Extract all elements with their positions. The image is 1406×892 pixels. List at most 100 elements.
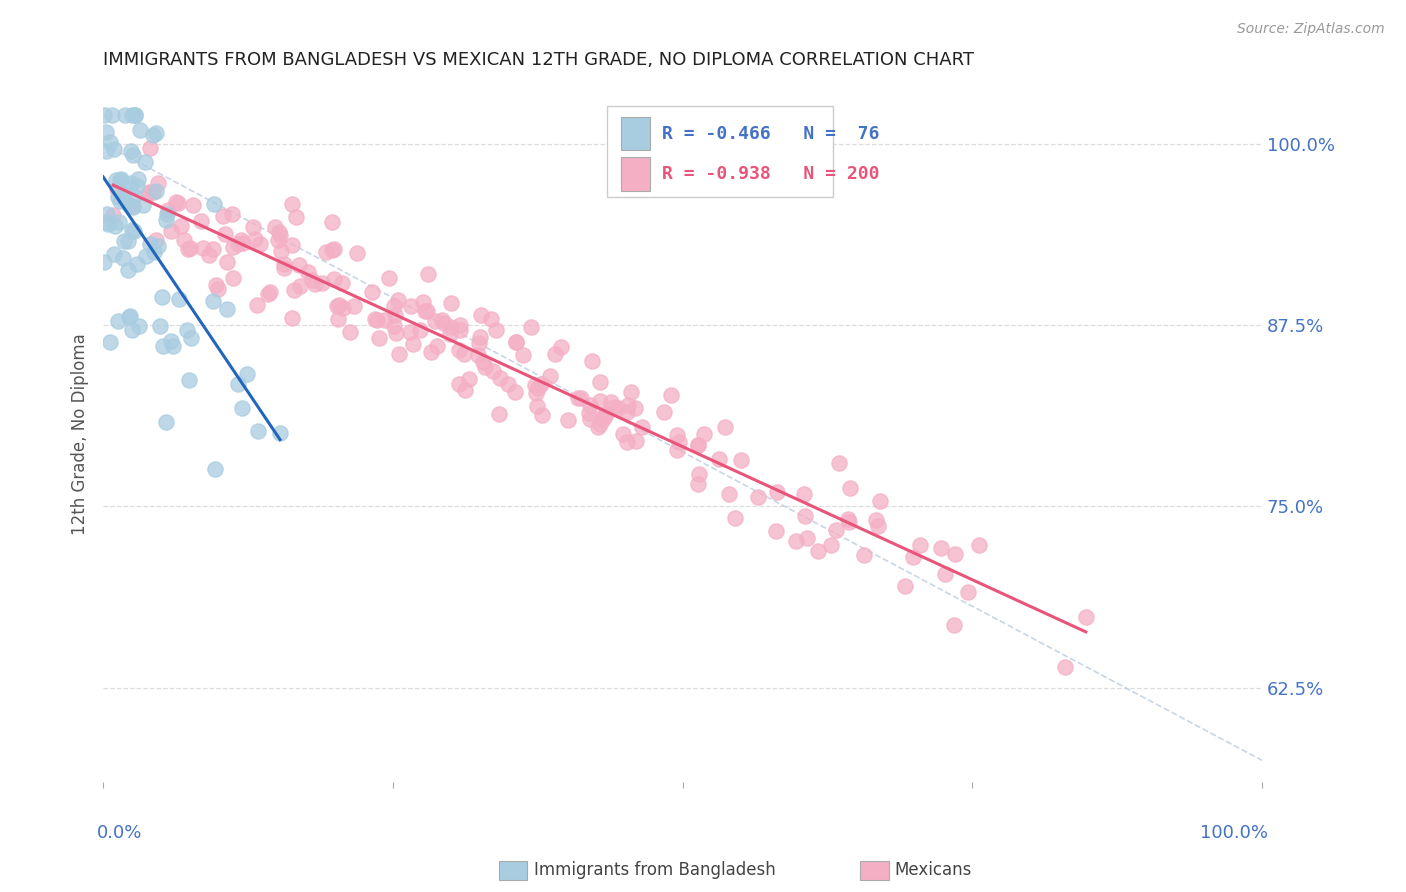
Point [399,326,422,340]
Point [156,207,179,221]
Point [202,197,225,211]
Text: R = -0.938   N = 200: R = -0.938 N = 200 [662,165,879,183]
Point [117,234,139,248]
Point [131,198,153,212]
Point [179,241,201,255]
Point [449,323,471,337]
Text: Source: ZipAtlas.com: Source: ZipAtlas.com [1237,22,1385,37]
Point [838,515,860,529]
Point [107,189,129,203]
Point [934,567,956,582]
Point [531,409,554,423]
Point [454,383,477,397]
Point [624,434,647,449]
Point [631,419,654,434]
Point [304,277,326,291]
Point [470,330,492,344]
Point [837,511,859,525]
Point [257,287,280,301]
Point [155,213,177,227]
Point [145,233,167,247]
Point [382,318,405,333]
Point [612,427,634,442]
Point [118,309,141,323]
Point [488,407,510,421]
Point [110,194,132,209]
Point [150,290,173,304]
Point [221,207,243,221]
Point [139,141,162,155]
Point [267,233,290,247]
Point [269,225,291,239]
Point [343,299,366,313]
Point [93,107,115,121]
Point [160,334,183,348]
Point [281,311,304,326]
Point [401,299,423,313]
Point [929,541,952,556]
Point [686,476,709,491]
Point [269,425,291,440]
Point [595,409,617,423]
Point [581,354,603,368]
Point [236,367,259,381]
Point [607,401,630,416]
Point [440,320,463,334]
Point [665,428,688,442]
Point [167,195,190,210]
Point [364,312,387,326]
Point [297,265,319,279]
Point [105,182,128,196]
Point [526,381,548,395]
Point [249,236,271,251]
Point [127,179,149,194]
Point [472,355,495,369]
Point [323,242,346,256]
Point [96,207,118,221]
Point [160,224,183,238]
Point [423,314,446,328]
Point [190,214,212,228]
Point [894,578,917,592]
Point [449,318,471,332]
Point [453,347,475,361]
Point [367,330,389,344]
Point [117,263,139,277]
Point [382,299,405,313]
Point [474,359,496,374]
Point [228,236,250,251]
Point [101,107,124,121]
Point [221,270,243,285]
Point [180,331,202,345]
Point [104,219,127,234]
Point [127,172,149,186]
Point [273,257,295,271]
Point [412,294,434,309]
Point [747,490,769,504]
Point [121,223,143,237]
Point [103,208,125,222]
Point [903,549,925,564]
Point [269,228,291,243]
Bar [621,157,650,191]
Point [807,544,830,558]
Point [121,107,143,121]
Point [259,285,281,300]
Point [127,257,149,271]
Point [145,126,167,140]
Point [103,142,125,156]
Point [201,293,224,308]
Point [217,302,239,317]
Point [579,398,602,412]
Point [820,538,842,552]
Point [432,316,454,330]
Point [785,533,807,548]
Point [908,538,931,552]
Point [724,511,747,525]
Point [439,295,461,310]
Point [121,323,143,337]
Point [366,313,388,327]
Point [505,335,527,350]
Point [652,405,675,419]
Point [322,272,344,286]
